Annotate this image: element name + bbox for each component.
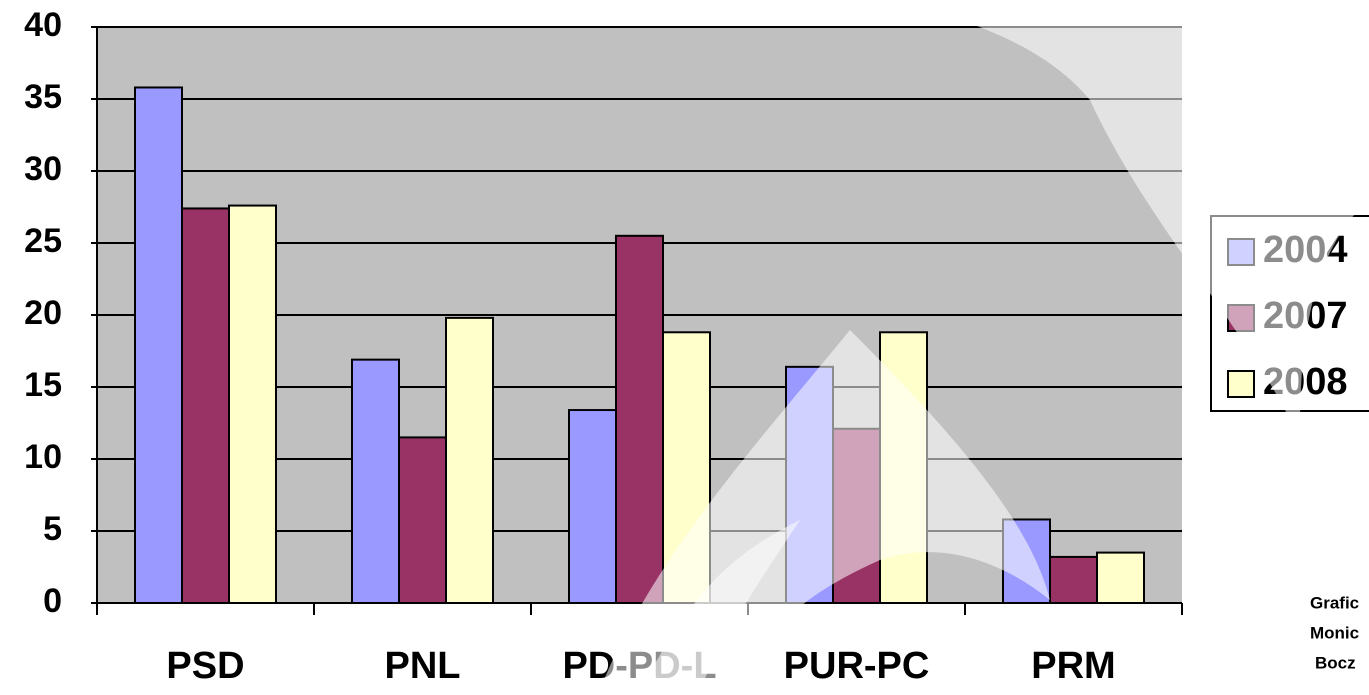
bar (135, 87, 182, 603)
y-tick-label: 0 (43, 582, 62, 620)
bar (1097, 553, 1144, 603)
y-tick-label: 35 (24, 78, 62, 116)
x-tick-label: PSD (166, 645, 244, 687)
y-tick-label: 5 (43, 510, 62, 548)
x-tick-label: PNL (385, 645, 461, 687)
page: 0510152025303540PSDPNLPD-PD-LPUR-PCPRM 2… (0, 0, 1369, 690)
x-tick-label: PRM (1031, 645, 1115, 687)
bar (182, 208, 229, 603)
bar (229, 206, 276, 603)
bar (399, 437, 446, 603)
bar (446, 318, 493, 603)
bar (352, 360, 399, 603)
annotation: Grafic (1310, 593, 1359, 612)
y-tick-label: 10 (24, 438, 62, 476)
y-tick-label: 15 (24, 366, 62, 404)
bar (616, 236, 663, 603)
x-tick-label: PUR-PC (784, 645, 930, 687)
chart: 0510152025303540PSDPNLPD-PD-LPUR-PCPRM 2… (0, 0, 1369, 690)
bar (569, 410, 616, 603)
y-tick-label: 25 (24, 222, 62, 260)
annotation: Bocz (1315, 653, 1356, 672)
y-tick-label: 20 (24, 294, 62, 332)
y-tick-label: 40 (24, 6, 62, 44)
annotation: Monic (1310, 623, 1359, 642)
y-tick-label: 30 (24, 150, 62, 188)
bar (1050, 557, 1097, 603)
legend-swatch (1228, 371, 1254, 397)
